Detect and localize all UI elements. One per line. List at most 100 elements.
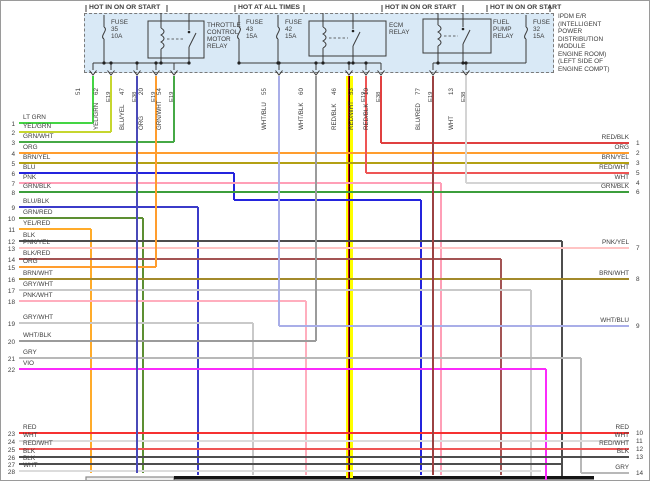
right-row-number: 14: [636, 470, 644, 477]
wire-wht-row28-seg0: [19, 470, 541, 472]
junction-dot: [277, 61, 281, 65]
fuse-label-line: FUSE: [533, 19, 551, 26]
connector-pin-chevron: [377, 70, 385, 76]
left-row-number: 6: [11, 171, 15, 178]
ipdm-description-line: POWER: [558, 28, 583, 35]
wire-brn-yel-seg0: [19, 162, 629, 164]
left-row-number: 5: [11, 161, 15, 168]
left-row-label: PNK/WHT: [23, 292, 53, 299]
pin-number: 46: [331, 88, 338, 95]
right-row-label: PNK/YEL: [602, 239, 629, 246]
wire-org-row15-seg0: [19, 266, 156, 268]
pin-number: 77: [415, 88, 422, 95]
wire-grn-blk-seg0: [19, 191, 629, 193]
junction-dot: [154, 61, 158, 65]
left-row-label: LT GRN: [23, 114, 46, 121]
ipdm-description-line: ENGINE COMPT): [558, 65, 610, 73]
bottom-bus-bar: [174, 476, 594, 480]
relay-label-line: RELAY: [389, 29, 410, 36]
wire-blu-blk-seg0: [19, 206, 198, 208]
power-source-label: HOT AT ALL TIMES: [238, 4, 300, 11]
left-row-label: WHT: [23, 462, 38, 469]
left-row-number: 4: [11, 151, 15, 158]
pin-number: 51: [75, 88, 82, 95]
left-row-number: 13: [7, 246, 15, 253]
left-row-label: GRY/WHT: [23, 314, 54, 321]
relay-coil-symbol: [160, 27, 165, 50]
pin-number: 47: [119, 88, 126, 95]
wire-red-row23-seg0: [19, 432, 629, 434]
left-row-number: 1: [11, 121, 15, 128]
ipdm-description-line: DISTRIBUTION: [558, 35, 604, 43]
bottom-connector-box: [85, 476, 175, 480]
wire-gry-wht-17-seg1: [530, 290, 532, 476]
switch-contact-dot: [461, 27, 465, 31]
left-row-label: GRY: [23, 349, 37, 356]
junction-dot: [237, 61, 241, 65]
left-row-label: BLU: [23, 164, 36, 171]
ipdm-description-line: (LEFT SIDE OF: [558, 58, 603, 65]
connector-pin-chevron: [133, 70, 141, 76]
wire-pnk-seg1: [440, 183, 442, 475]
left-row-label: PNK: [23, 174, 37, 181]
connector-pin-chevron: [462, 70, 470, 76]
wire-yel-grn-seg1: [110, 76, 112, 132]
wire-wht-blu-pin55-seg0: [278, 76, 280, 326]
fuse-label-line: 15A: [246, 33, 258, 40]
wire-pnk-wht-seg1: [305, 301, 307, 475]
left-row-number: 24: [7, 439, 15, 446]
left-row-number: 14: [7, 257, 15, 264]
connector-pin-chevron: [429, 70, 437, 76]
fuse-label-line: 32: [533, 26, 541, 33]
wire-color-label: BLU/YEL: [119, 104, 126, 130]
right-row-label: ORG: [614, 144, 629, 151]
left-row-number: 23: [7, 431, 15, 438]
left-row-label: PNK/YEL: [23, 239, 50, 246]
wire-red-wht-pin53-seg1: [366, 172, 629, 174]
left-row-number: 27: [7, 462, 15, 469]
right-row-number: 4: [636, 180, 640, 187]
wire-org-row15-seg1: [155, 76, 157, 267]
junction-dot: [314, 61, 318, 65]
wire-yel-red-seg1: [90, 229, 92, 473]
fuse-label-line: 42: [285, 26, 293, 33]
connector-pin-chevron: [312, 70, 320, 76]
right-row-number: 12: [636, 446, 644, 453]
wire-blk-red-seg0: [19, 258, 501, 260]
right-row-number: 11: [636, 438, 643, 445]
wire-blu-seg2: [234, 199, 421, 201]
relay-label-line: PUMP: [493, 26, 512, 33]
pin-number: 54: [156, 88, 163, 95]
pin-number: 53: [348, 88, 355, 95]
junction-dot: [159, 61, 163, 65]
wire-red-blk-pin10-seg1: [381, 142, 629, 144]
relay-switch-blade: [462, 29, 471, 45]
relay-switch-blade: [188, 32, 197, 48]
right-row-label: BRN/WHT: [599, 270, 629, 277]
junction-dot: [351, 61, 355, 65]
left-row-number: 7: [11, 181, 15, 188]
right-row-label: BLK: [616, 448, 629, 455]
left-row-label: RED/WHT: [23, 440, 53, 447]
fuse-element-symbol: [102, 26, 106, 40]
wire-pnk-yel-seg0: [19, 247, 629, 249]
left-row-number: 21: [7, 356, 15, 363]
pin-connector-id: E38: [461, 91, 467, 102]
junction-dot: [464, 61, 468, 65]
pin-number: 55: [261, 88, 268, 95]
relay-box: [422, 18, 492, 54]
left-row-number: 22: [7, 367, 15, 374]
relay-label-line: MOTOR: [207, 36, 231, 43]
pin-connector-id: E19: [169, 91, 175, 102]
ipdm-description-line: IPDM E/R: [558, 13, 587, 20]
wire-gry-wht-19-seg0: [19, 322, 253, 324]
wire-blu-yel-pin47-seg0: [136, 76, 138, 473]
left-row-label: ORG: [23, 258, 38, 265]
left-row-label: BLK: [23, 455, 36, 462]
wire-wht-blu-pin55-seg1: [279, 325, 629, 327]
left-row-number: 25: [7, 447, 15, 454]
junction-dot: [109, 61, 113, 65]
right-row-label: WHT: [614, 432, 629, 439]
relay-label-line: CONTROL: [207, 29, 239, 36]
